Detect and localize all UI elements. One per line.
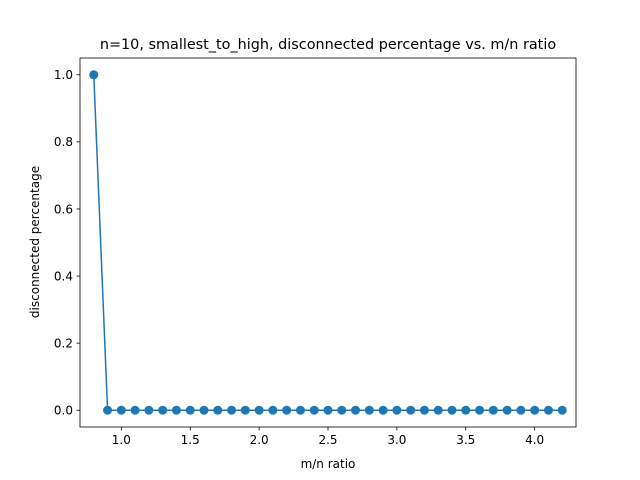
y-tick-label: 0.0 [54, 404, 73, 418]
data-point [282, 405, 292, 415]
data-point [530, 405, 540, 415]
y-tick-label: 1.0 [54, 68, 73, 82]
y-tick-label: 0.8 [54, 135, 73, 149]
plot-area [89, 70, 567, 415]
x-tick-label: 3.5 [456, 433, 475, 447]
data-point [199, 405, 209, 415]
data-point [419, 405, 429, 415]
data-point [158, 405, 168, 415]
data-point [254, 405, 264, 415]
data-point [351, 405, 361, 415]
data-point [543, 405, 553, 415]
data-point [475, 405, 485, 415]
chart-title: n=10, smallest_to_high, disconnected per… [100, 37, 556, 53]
y-axis-label: disconnected percentage [28, 166, 42, 318]
data-point [557, 405, 567, 415]
y-tick-label: 0.2 [54, 336, 73, 350]
x-axis-label: m/n ratio [301, 457, 356, 471]
data-point [89, 70, 99, 80]
x-tick-label: 2.0 [250, 433, 269, 447]
data-point [268, 405, 278, 415]
data-point [213, 405, 223, 415]
data-point [461, 405, 471, 415]
data-point [337, 405, 347, 415]
data-point [103, 405, 113, 415]
data-point [433, 405, 443, 415]
data-point [185, 405, 195, 415]
data-point [378, 405, 388, 415]
x-tick-label: 4.0 [525, 433, 544, 447]
data-point [295, 405, 305, 415]
data-point [116, 405, 126, 415]
y-tick-label: 0.4 [54, 269, 73, 283]
x-tick-label: 1.0 [112, 433, 131, 447]
data-point [502, 405, 512, 415]
data-point [144, 405, 154, 415]
data-point [447, 405, 457, 415]
x-tick-label: 3.0 [387, 433, 406, 447]
data-point [130, 405, 140, 415]
data-point [309, 405, 319, 415]
data-point [488, 405, 498, 415]
plot-frame [79, 57, 577, 428]
data-point [240, 405, 250, 415]
data-point [323, 405, 333, 415]
data-point [171, 405, 181, 415]
data-point [406, 405, 416, 415]
data-point [392, 405, 402, 415]
data-point [364, 405, 374, 415]
y-tick-label: 0.6 [54, 202, 73, 216]
data-point [227, 405, 237, 415]
y-axis: 0.0 0.2 0.4 0.6 0.8 1.0 [54, 68, 80, 418]
x-axis: 1.0 1.5 2.0 2.5 3.0 3.5 4.0 [112, 427, 544, 447]
x-tick-label: 1.5 [181, 433, 200, 447]
series-line [92, 73, 563, 411]
x-tick-label: 2.5 [318, 433, 337, 447]
data-point [516, 405, 526, 415]
